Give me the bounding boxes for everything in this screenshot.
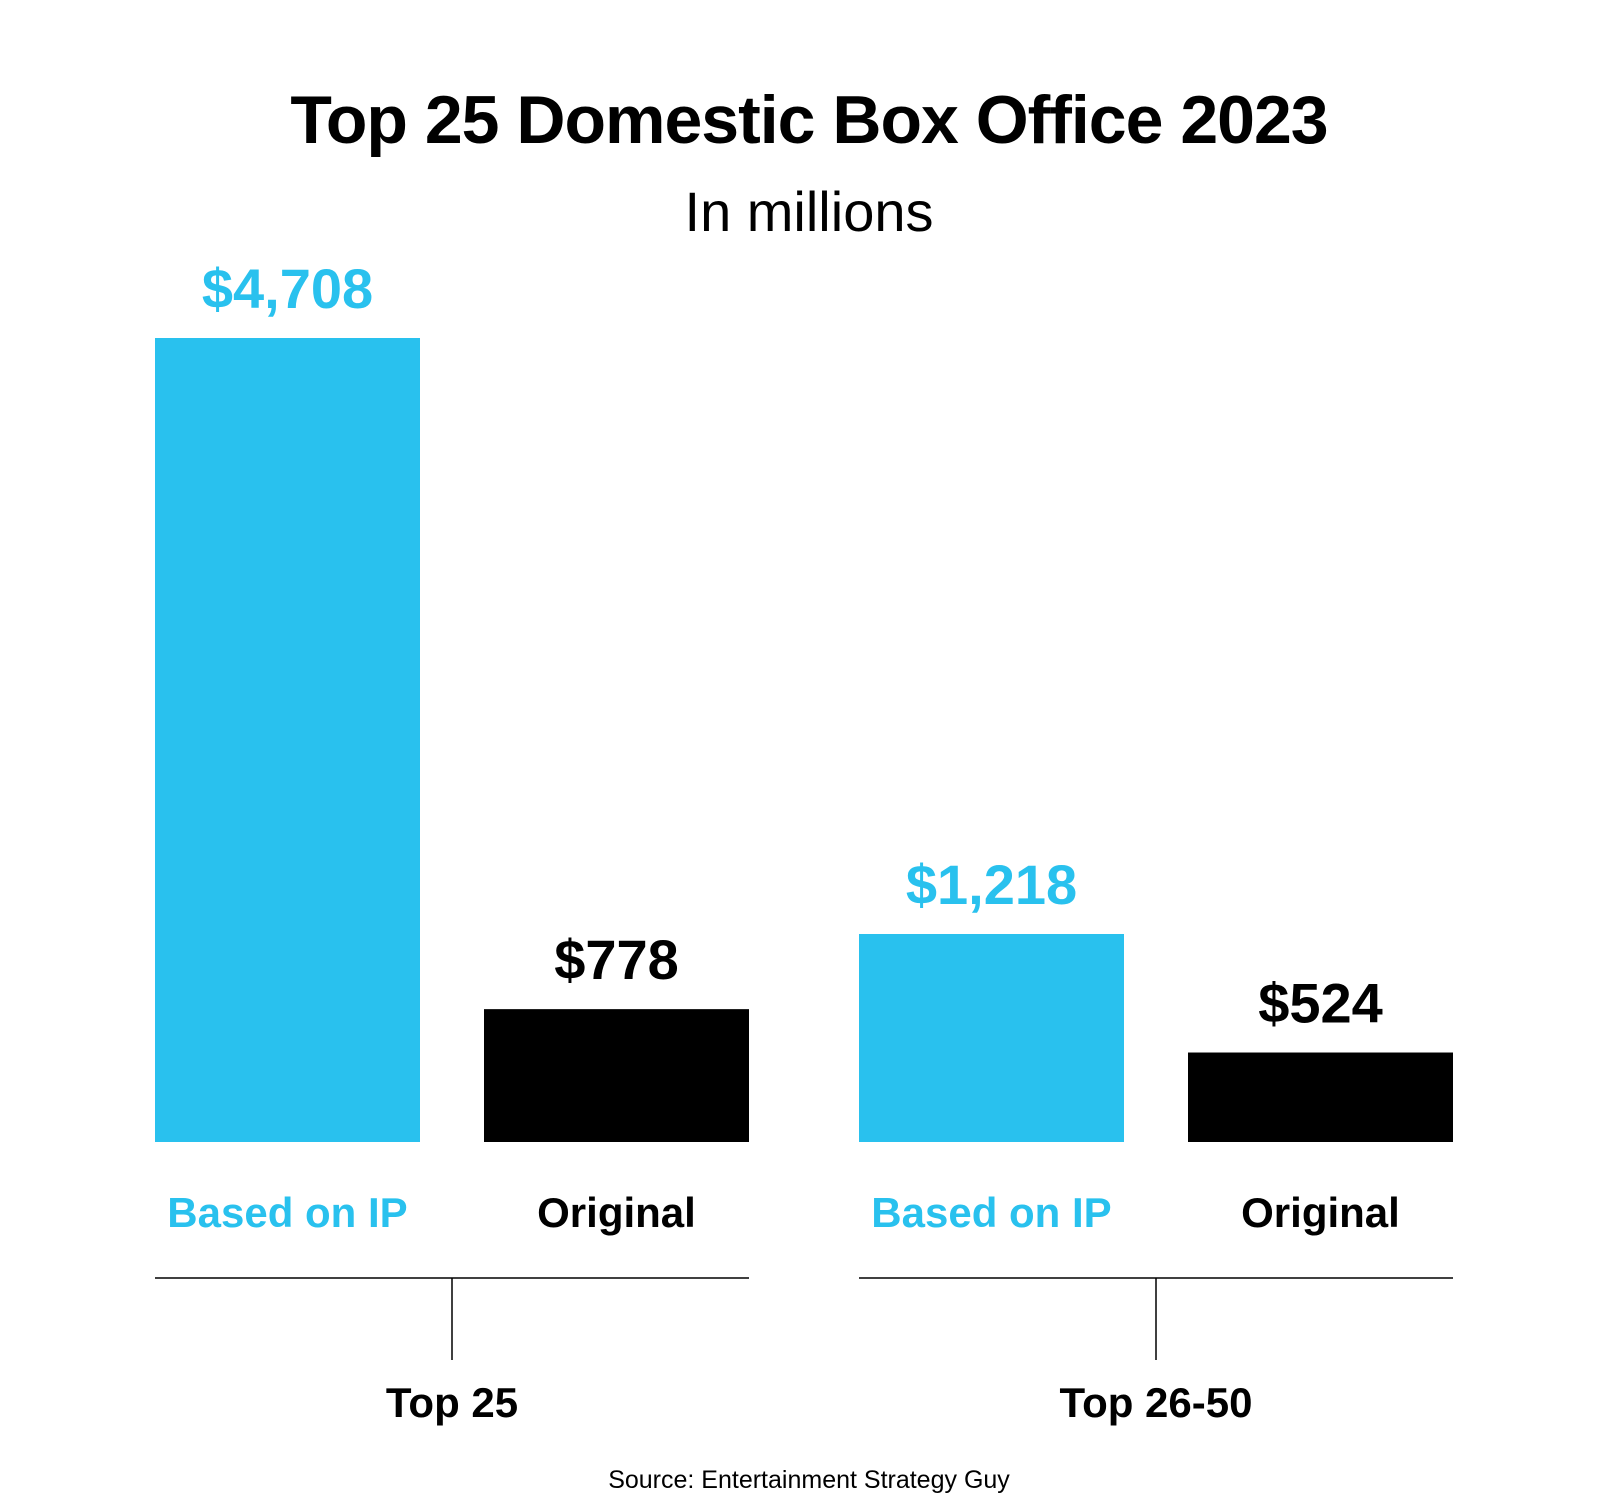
source-note: Source: Entertainment Strategy Guy xyxy=(608,1466,1010,1494)
category-label: Original xyxy=(1241,1189,1400,1236)
bar xyxy=(155,338,420,1142)
bar-value-label: $4,708 xyxy=(202,257,373,320)
bar-value-label: $1,218 xyxy=(906,853,1077,916)
category-label: Original xyxy=(537,1189,696,1236)
bar-value-label: $524 xyxy=(1258,972,1383,1035)
bar xyxy=(484,1009,749,1142)
category-label: Based on IP xyxy=(167,1189,407,1236)
chart-title: Top 25 Domestic Box Office 2023 xyxy=(290,82,1328,158)
group-label: Top 26-50 xyxy=(1060,1379,1253,1426)
group-label: Top 25 xyxy=(386,1379,518,1426)
bar xyxy=(1188,1052,1453,1142)
bar xyxy=(859,933,1124,1142)
category-label: Based on IP xyxy=(871,1189,1111,1236)
bar-value-label: $778 xyxy=(554,928,679,991)
chart-subtitle: In millions xyxy=(684,180,934,243)
